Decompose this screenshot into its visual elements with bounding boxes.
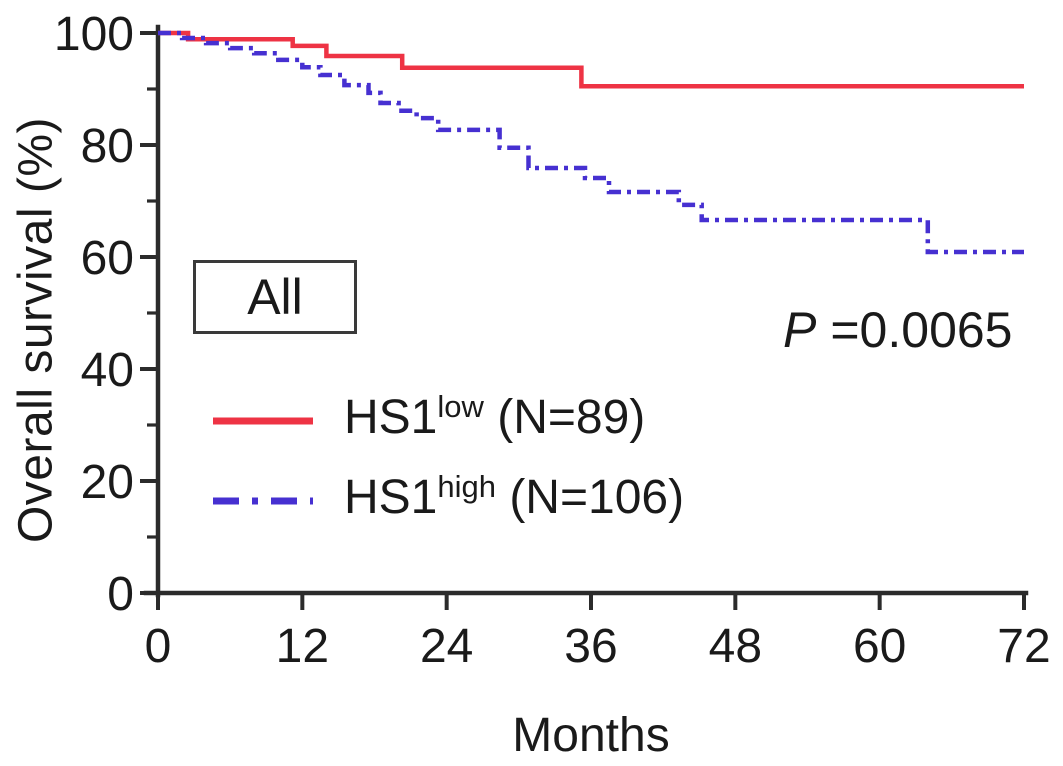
legend-label-hs1-low-base: HS1 xyxy=(344,391,438,444)
y-tick-label-20: 20 xyxy=(81,456,134,509)
legend-label-hs1-high: HS1high (N=106) xyxy=(344,469,684,532)
y-tick-label-40: 40 xyxy=(81,344,134,397)
x-tick-label-48: 48 xyxy=(709,620,762,673)
legend-label-hs1-high-base: HS1 xyxy=(344,471,438,524)
x-tick-label-72: 72 xyxy=(997,620,1050,673)
hs1-low-line-swatch xyxy=(213,417,313,424)
axis-ticks xyxy=(140,31,1026,610)
x-tick-label-12: 12 xyxy=(276,620,329,673)
survival-curves xyxy=(158,30,1024,255)
legend-item-hs1-high: HS1high (N=106) xyxy=(210,469,684,532)
legend-label-hs1-low: HS1low (N=89) xyxy=(344,389,645,452)
axis-tick-labels: 0 12 24 36 48 60 72 0 20 40 60 80 100 xyxy=(54,8,1051,673)
y-tick-label-60: 60 xyxy=(81,232,134,285)
legend-label-hs1-low-sup: low xyxy=(437,389,484,424)
x-tick-label-0: 0 xyxy=(145,620,172,673)
p-value-text: P =0.0065 xyxy=(783,301,1013,359)
legend-label-hs1-low-suffix: (N=89) xyxy=(483,391,646,444)
hs1-high-line-swatch xyxy=(213,497,313,504)
legend-item-hs1-low: HS1low (N=89) xyxy=(210,389,645,452)
y-tick-label-80: 80 xyxy=(81,120,134,173)
x-axis-title: Months xyxy=(512,709,670,762)
group-annotation-box: All xyxy=(193,260,357,334)
x-tick-label-60: 60 xyxy=(853,620,906,673)
x-tick-label-24: 24 xyxy=(420,620,473,673)
y-axis-title: Overall survival (%) xyxy=(9,116,63,544)
x-tick-label-36: 36 xyxy=(564,620,617,673)
legend-label-hs1-high-suffix: (N=106) xyxy=(495,471,685,524)
series-curve-hs1-high xyxy=(158,30,1024,255)
y-tick-label-100: 100 xyxy=(54,8,134,61)
y-tick-label-0: 0 xyxy=(107,568,134,621)
p-value-number: =0.0065 xyxy=(830,302,1013,358)
legend-label-hs1-high-sup: high xyxy=(437,469,496,504)
group-annotation-label: All xyxy=(247,269,303,325)
p-value-symbol: P xyxy=(783,302,817,358)
